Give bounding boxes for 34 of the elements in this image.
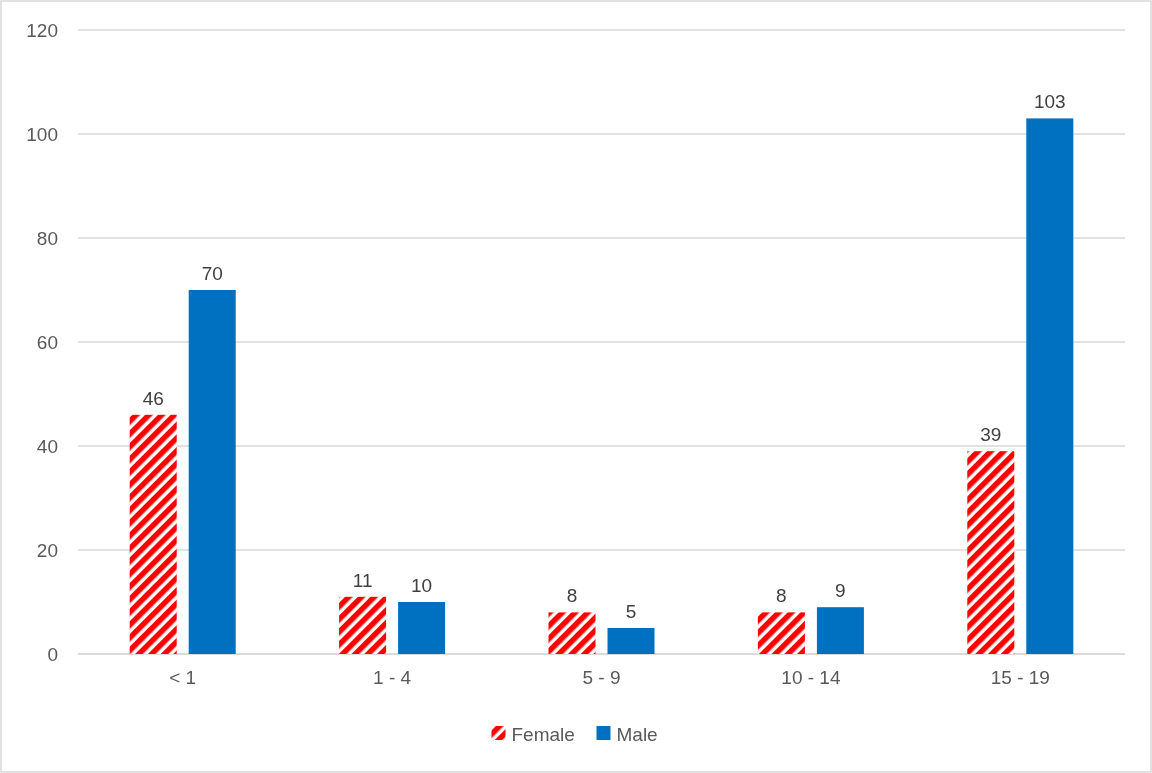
bar [129, 414, 177, 654]
y-tick-label: 40 [36, 435, 58, 457]
x-tick-label: 15 - 19 [990, 667, 1050, 688]
y-tick-label: 80 [36, 227, 58, 249]
y-tick-label: 20 [36, 539, 58, 561]
bar [1026, 118, 1074, 654]
y-tick-label: 0 [47, 643, 58, 665]
data-label: 10 [411, 575, 433, 596]
legend-label: Female [511, 723, 575, 745]
bar [757, 612, 805, 654]
bar [607, 628, 655, 654]
data-label: 46 [142, 387, 164, 409]
bar [339, 596, 387, 654]
data-label: 39 [980, 424, 1002, 446]
legend-label: Male [616, 723, 658, 745]
x-tick-label: 5 - 9 [582, 667, 621, 688]
bar [967, 451, 1015, 654]
data-label: 8 [776, 585, 787, 607]
data-label: 11 [352, 569, 373, 591]
y-tick-label: 120 [26, 19, 58, 41]
x-tick-label: 1 - 4 [373, 667, 412, 688]
bar [548, 612, 596, 654]
data-label: 9 [835, 580, 846, 602]
data-label: 70 [201, 263, 223, 284]
bar [816, 607, 864, 654]
x-tick-label: 10 - 14 [781, 667, 841, 688]
y-tick-label: 60 [36, 331, 58, 353]
data-label: 8 [566, 585, 578, 607]
bar [188, 290, 236, 654]
bar [398, 602, 446, 654]
data-label: 103 [1033, 91, 1066, 113]
x-tick-label: < 1 [169, 667, 197, 688]
data-label: 5 [625, 601, 637, 622]
y-tick-label: 100 [26, 123, 58, 145]
